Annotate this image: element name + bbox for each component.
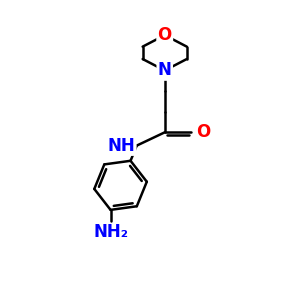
Text: NH₂: NH₂ bbox=[93, 223, 128, 241]
Text: O: O bbox=[158, 26, 172, 44]
Text: O: O bbox=[196, 123, 211, 141]
Text: NH: NH bbox=[107, 136, 135, 154]
Text: N: N bbox=[158, 61, 172, 80]
